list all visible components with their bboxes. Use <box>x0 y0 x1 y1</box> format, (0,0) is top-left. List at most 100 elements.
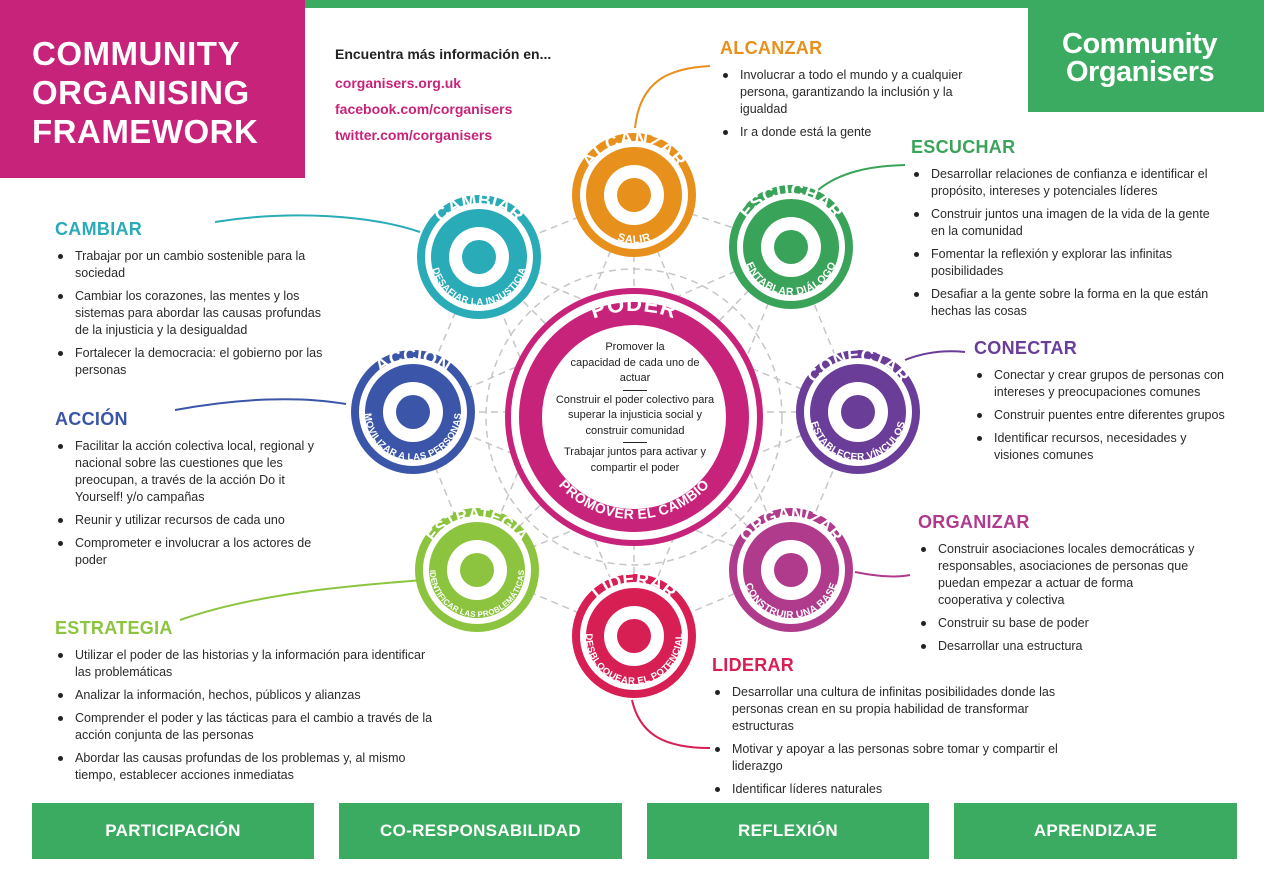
svg-text:SALIR: SALIR <box>616 231 652 246</box>
list-organizar: Construir asociaciones locales democráti… <box>918 541 1196 655</box>
poder-text-line: Promover la <box>605 341 665 353</box>
connector-liderar <box>631 699 711 749</box>
title-line-3: FRAMEWORK <box>32 113 259 150</box>
logo-line-1: Community <box>1062 28 1218 60</box>
list-item: Construir su base de poder <box>918 615 1196 632</box>
section-title-alcanzar: ALCANZAR <box>720 38 823 58</box>
section-alcanzar: ALCANZAR Involucrar a todo el mundo y a … <box>720 38 970 147</box>
list-escuchar: Desarrollar relaciones de confianza e id… <box>911 166 1226 320</box>
list-item: Trabajar por un cambio sostenible para l… <box>55 248 335 282</box>
list-item: Analizar la información, hechos, público… <box>55 687 435 704</box>
section-title-escuchar: ESCUCHAR <box>911 137 1016 157</box>
list-item: Conectar y crear grupos de personas con … <box>974 367 1229 401</box>
circle-organizar: ORGANIZAR CONSTRUIR UNA BASE <box>729 504 853 632</box>
section-title-liderar: LIDERAR <box>712 655 795 675</box>
circle-liderar: LIDERAR DESBLOQUEAR EL POTENCIAL <box>572 569 696 698</box>
link-website[interactable]: corganisers.org.uk <box>335 75 462 91</box>
section-estrategia: ESTRATEGIA Utilizar el poder de las hist… <box>55 618 435 790</box>
link-twitter[interactable]: twitter.com/corganisers <box>335 127 493 143</box>
bottom-bar-reflexion: REFLEXIÓN <box>647 803 929 859</box>
bottom-label: APRENDIZAJE <box>1033 821 1158 840</box>
connector-accion <box>174 398 347 411</box>
link-facebook[interactable]: facebook.com/corganisers <box>335 101 513 117</box>
list-alcanzar: Involucrar a todo el mundo y a cualquier… <box>720 67 970 141</box>
bottom-bar-co-responsabilidad: CO-RESPONSABILIDAD <box>339 803 622 859</box>
list-item: Cambiar los corazones, las mentes y los … <box>55 288 335 339</box>
section-title-organizar: ORGANIZAR <box>918 512 1030 532</box>
section-title-conectar: CONECTAR <box>974 338 1078 358</box>
poder-text-line: construir comunidad <box>585 424 685 437</box>
bottom-label: CO-RESPONSABILIDAD <box>380 821 581 840</box>
section-cambiar: CAMBIAR Trabajar por un cambio sostenibl… <box>55 219 335 385</box>
title-line-2: ORGANISING <box>32 74 250 111</box>
list-conectar: Conectar y crear grupos de personas con … <box>974 367 1229 464</box>
list-cambiar: Trabajar por un cambio sostenible para l… <box>55 248 335 379</box>
list-item: Identificar recursos, necesidades y visi… <box>974 430 1229 464</box>
section-title-estrategia: ESTRATEGIA <box>55 618 173 638</box>
list-item: Identificar líderes naturales <box>712 781 1092 798</box>
poder-text-line: Trabajar juntos para activar y <box>563 446 707 458</box>
bottom-label: PARTICIPACIÓN <box>105 821 241 840</box>
list-item: Facilitar la acción colectiva local, reg… <box>55 438 335 506</box>
circle-escuchar: ESCUCHAR ENTABLAR DIÁLOGO <box>729 180 853 309</box>
connector-escuchar <box>817 164 906 191</box>
list-item: Desarrollar una cultura de infinitas pos… <box>712 684 1092 735</box>
connector-organizar <box>854 571 911 578</box>
section-escuchar: ESCUCHAR Desarrollar relaciones de confi… <box>911 137 1226 326</box>
list-item: Desafiar a la gente sobre la forma en la… <box>911 286 1226 320</box>
list-item: Comprender el poder y las tácticas para … <box>55 710 435 744</box>
circle-accion: ACCIÓN MOVILIZAR A LAS PERSONAS <box>351 345 475 474</box>
circle-alcanzar: ALCANZAR SALIR <box>572 128 696 257</box>
list-item: Construir puentes entre diferentes grupo… <box>974 407 1229 424</box>
list-item: Involucrar a todo el mundo y a cualquier… <box>720 67 970 118</box>
section-accion: ACCIÓN Facilitar la acción colectiva loc… <box>55 409 335 575</box>
list-item: Construir juntos una imagen de la vida d… <box>911 206 1226 240</box>
poder-text-line: capacidad de cada uno de <box>570 356 700 369</box>
sublabel-alcanzar: SALIR <box>616 231 652 246</box>
list-item: Reunir y utilizar recursos de cada uno <box>55 512 335 529</box>
section-title-cambiar: CAMBIAR <box>55 219 143 239</box>
section-liderar: LIDERAR Desarrollar una cultura de infin… <box>712 655 1092 804</box>
list-item: Desarrollar una estructura <box>918 638 1196 655</box>
poder-description: Promover la capacidad de cada uno de act… <box>545 340 725 476</box>
list-item: Abordar las causas profundas de los prob… <box>55 750 435 784</box>
list-liderar: Desarrollar una cultura de infinitas pos… <box>712 684 1092 798</box>
circle-cambiar: CAMBIAR DESAFIAR LA INJUSTICIA <box>417 190 541 319</box>
poder-text-line: actuar <box>619 372 651 384</box>
connector-estrategia <box>179 579 424 621</box>
circle-conectar: CONECTAR ESTABLECER VÍNCULOS <box>796 345 920 474</box>
list-item: Ir a donde está la gente <box>720 124 970 141</box>
list-item: Desarrollar relaciones de confianza e id… <box>911 166 1226 200</box>
bottom-label: REFLEXIÓN <box>738 821 838 840</box>
section-conectar: CONECTAR Conectar y crear grupos de pers… <box>974 338 1229 470</box>
list-estrategia: Utilizar el poder de las historias y la … <box>55 647 435 784</box>
title-line-1: COMMUNITY <box>32 35 240 72</box>
circle-estrategia: ESTRATEGIA IDENTIFICAR LAS PROBLEMÁTICAS <box>415 506 539 632</box>
circle-poder: PODER PROMOVER EL CAMBIO <box>505 288 763 546</box>
bottom-bar-aprendizaje: APRENDIZAJE <box>954 803 1237 859</box>
connector-alcanzar <box>634 65 711 129</box>
list-item: Fortalecer la democracia: el gobierno po… <box>55 345 335 379</box>
info-block: Encuentra más información en... corganis… <box>335 46 551 148</box>
logo: Community Organisers <box>1028 0 1264 112</box>
poder-text-line: compartir el poder <box>590 461 680 474</box>
list-item: Construir asociaciones locales democráti… <box>918 541 1196 609</box>
title-block: COMMUNITY ORGANISING FRAMEWORK <box>0 0 305 178</box>
poder-separator <box>623 442 647 443</box>
list-item: Motivar y apoyar a las personas sobre to… <box>712 741 1092 775</box>
poder-text-line: Construir el poder colectivo para <box>555 393 715 406</box>
connector-cambiar <box>214 214 421 233</box>
info-heading: Encuentra más información en... <box>335 46 552 62</box>
bottom-bar-participacion: PARTICIPACIÓN <box>32 803 314 859</box>
logo-line-2: Organisers <box>1066 56 1215 88</box>
poder-text-line: superar la injusticia social y <box>568 409 702 421</box>
list-item: Comprometer e involucrar a los actores d… <box>55 535 335 569</box>
connector-conectar <box>904 350 966 361</box>
list-item: Fomentar la reflexión y explorar las inf… <box>911 246 1226 280</box>
section-organizar: ORGANIZAR Construir asociaciones locales… <box>918 512 1196 661</box>
top-green-strip <box>305 0 1028 8</box>
list-item: Utilizar el poder de las historias y la … <box>55 647 435 681</box>
list-accion: Facilitar la acción colectiva local, reg… <box>55 438 335 569</box>
section-title-accion: ACCIÓN <box>55 409 128 429</box>
